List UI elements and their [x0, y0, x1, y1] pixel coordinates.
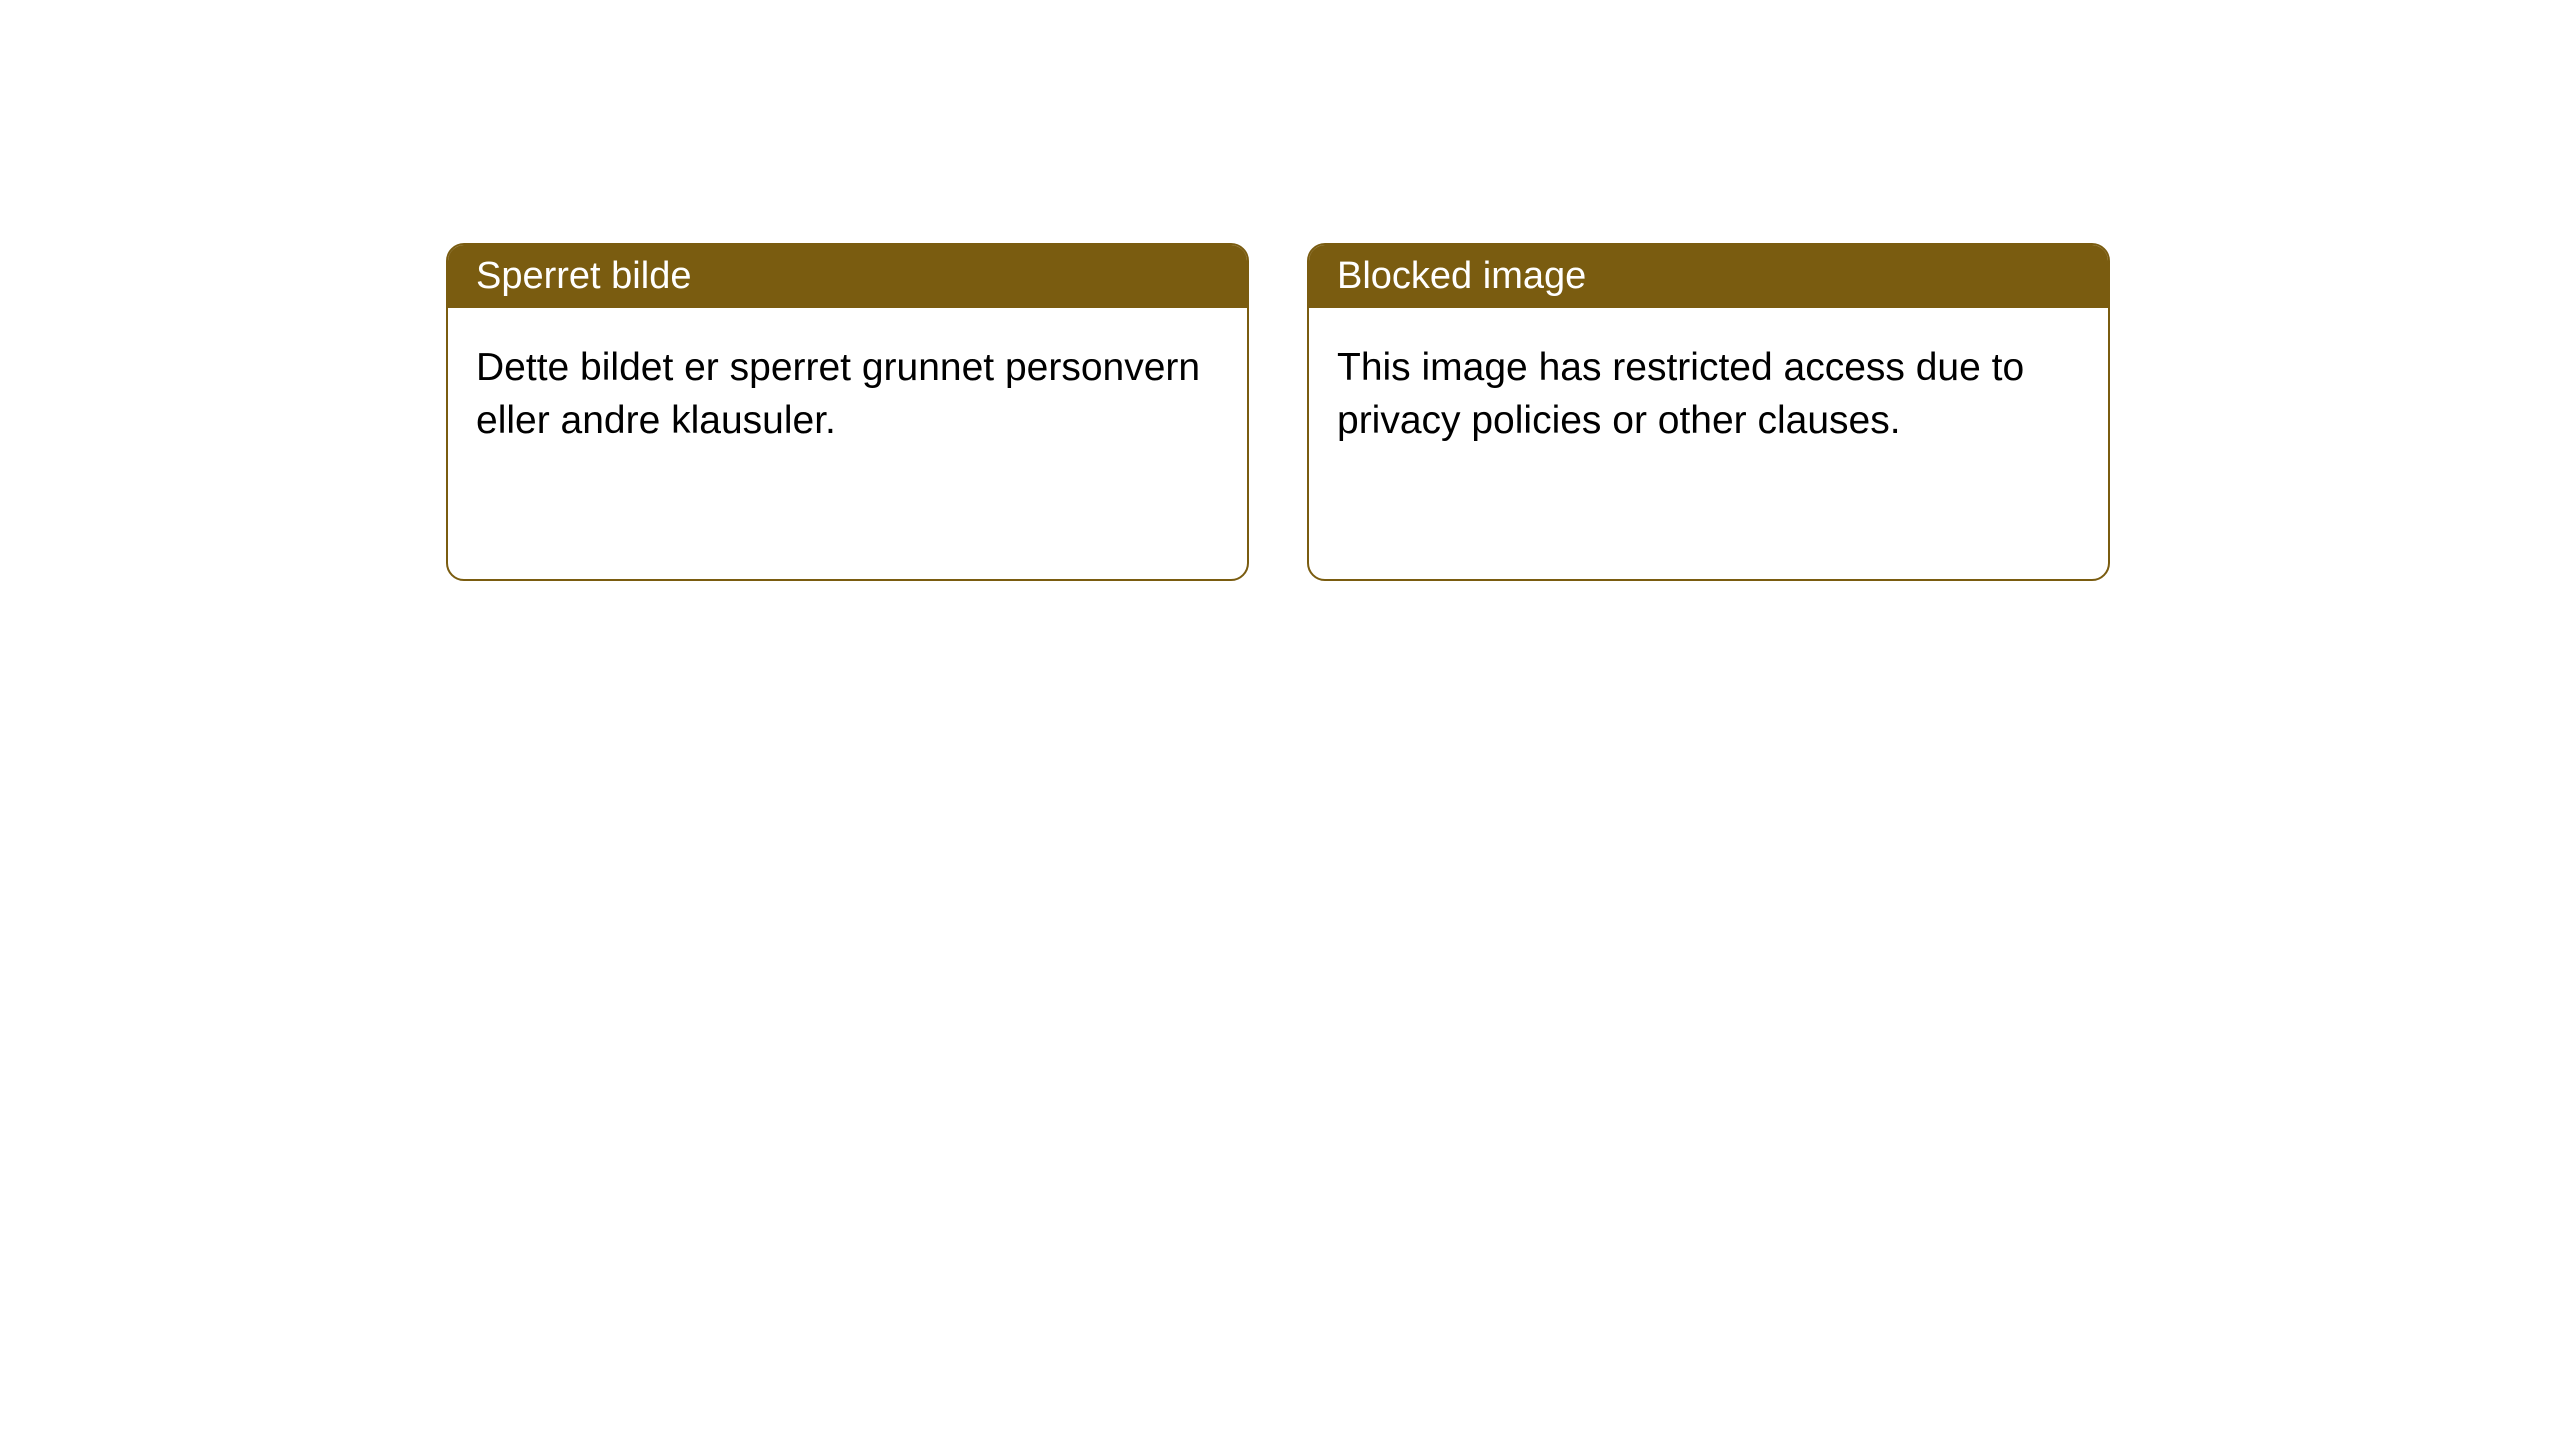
- card-header-english: Blocked image: [1309, 245, 2108, 308]
- card-header-norwegian: Sperret bilde: [448, 245, 1247, 308]
- card-body-english: This image has restricted access due to …: [1309, 308, 2108, 481]
- card-norwegian: Sperret bilde Dette bildet er sperret gr…: [446, 243, 1249, 581]
- blocked-image-cards: Sperret bilde Dette bildet er sperret gr…: [446, 243, 2560, 581]
- card-body-norwegian: Dette bildet er sperret grunnet personve…: [448, 308, 1247, 481]
- card-english: Blocked image This image has restricted …: [1307, 243, 2110, 581]
